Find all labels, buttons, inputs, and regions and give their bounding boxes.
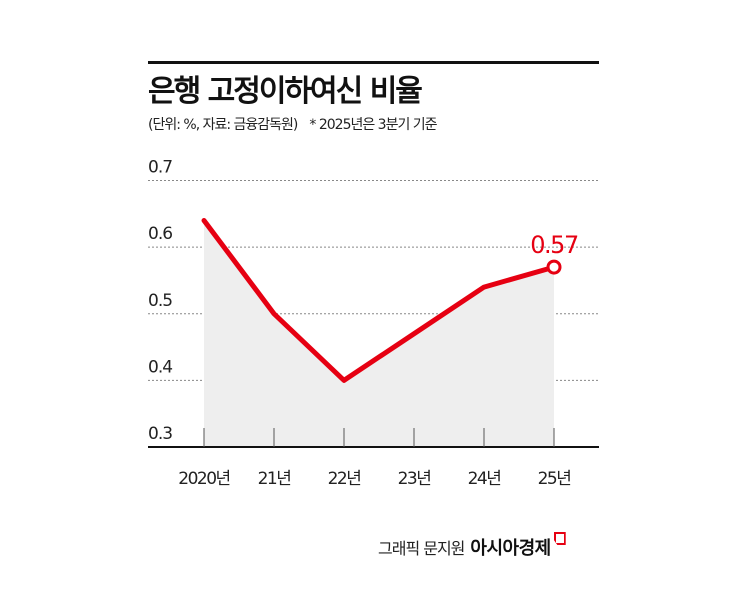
top-rule: [148, 61, 599, 64]
highlight-marker: [546, 259, 562, 275]
y-tick-label: 0.4: [148, 357, 172, 377]
chart-title: 은행 고정이하여신 비율: [148, 74, 423, 109]
area-fill: [204, 220, 554, 447]
data-line: [201, 217, 557, 383]
x-axis-ticks: [203, 428, 555, 447]
x-tick-label: 24년: [468, 469, 501, 489]
credit-author: 그래픽 문지원: [378, 539, 465, 558]
x-tick-label: 22년: [328, 469, 361, 489]
y-tick-label: 0.6: [148, 224, 172, 244]
footnote: * 2025년은 3분기 기준: [309, 117, 437, 133]
brand-mark-icon: [553, 532, 566, 545]
y-tick-label: 0.7: [148, 158, 172, 178]
x-tick-label: 25년: [538, 469, 571, 489]
y-axis-labels: 0.7 0.6 0.5 0.4 0.3: [148, 158, 173, 445]
unit-source: (단위: %, 자료: 금융감독원): [148, 117, 298, 133]
x-tick-label: 23년: [398, 469, 431, 489]
brand-logo: 아시아경제: [470, 538, 551, 559]
y-tick-label: 0.5: [148, 291, 172, 311]
y-tick-label: 0.3: [148, 424, 172, 444]
x-tick-label: 2020년: [178, 469, 229, 489]
x-axis-labels: 2020년 21년 22년 23년 24년 25년: [178, 469, 572, 489]
x-tick-label: 21년: [258, 469, 291, 489]
credit: 그래픽 문지원 아시아경제: [378, 532, 566, 559]
highlight-value-label: 0.57: [530, 231, 578, 259]
chart-subtitle: (단위: %, 자료: 금융감독원) * 2025년은 3분기 기준: [148, 116, 438, 134]
